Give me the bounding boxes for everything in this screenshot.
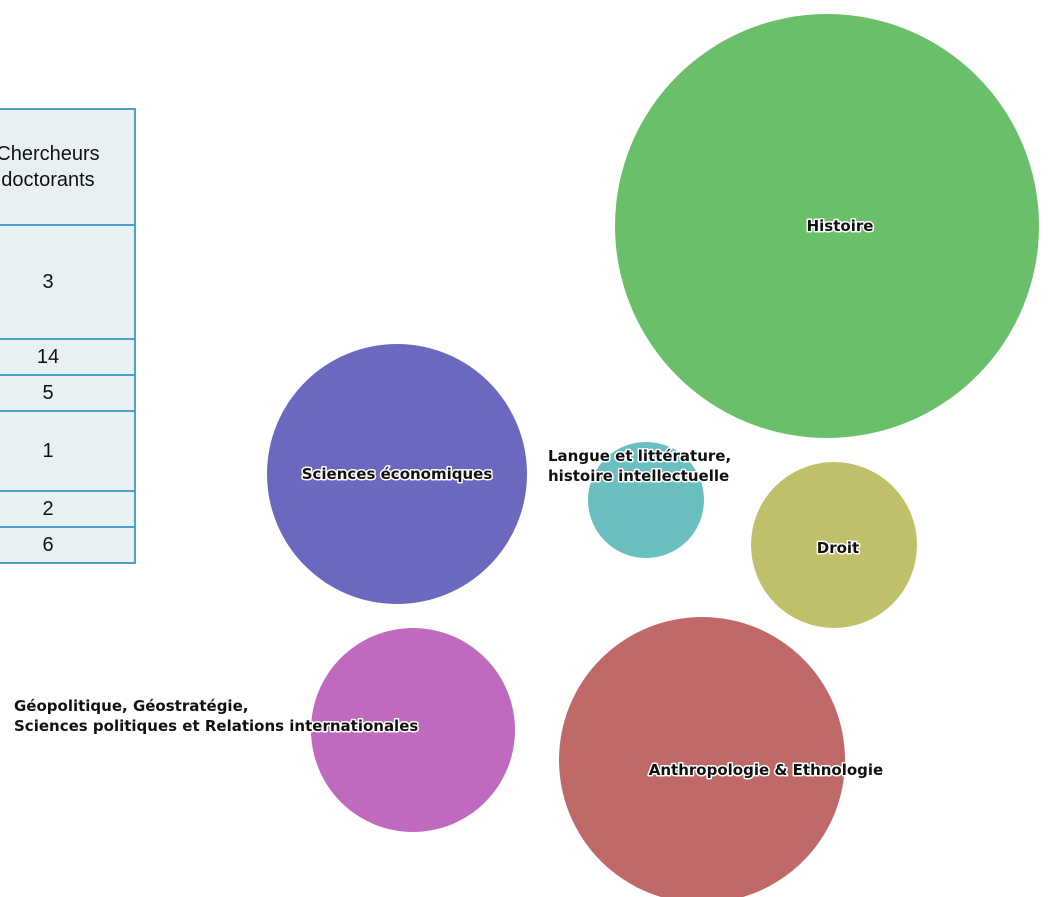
table-row: 3 — [0, 224, 136, 340]
bubble-droit — [751, 462, 917, 628]
table-cell: 5 — [0, 374, 136, 412]
bubble-label: Langue et littérature, — [548, 447, 731, 465]
bubble-anthropologie-ethnologie — [559, 617, 845, 897]
bubble-label: histoire intellectuelle — [548, 467, 729, 485]
table-cell: 3 — [0, 224, 136, 340]
header-line-2: doctorants — [1, 169, 95, 191]
data-table: Chercheurs doctorants 3 14 5 1 2 6 — [0, 108, 136, 564]
table-header-row: Chercheurs doctorants — [0, 108, 136, 226]
bubble-histoire — [615, 14, 1039, 438]
table-header-cell: Chercheurs doctorants — [0, 108, 136, 226]
table-row: 6 — [0, 526, 136, 564]
bubble-label: Géopolitique, Géostratégie, — [14, 697, 248, 715]
bubble-label: Sciences politiques et Relations interna… — [14, 717, 418, 735]
bubble-sciences-economiques — [267, 344, 527, 604]
bubble-langue-et-litterature — [588, 442, 704, 558]
table-cell: 1 — [0, 410, 136, 492]
bubble-label: Histoire — [807, 217, 874, 235]
table-row: 14 — [0, 338, 136, 376]
bubble-label: Droit — [817, 539, 859, 557]
table-row: 2 — [0, 490, 136, 528]
table-row: 5 — [0, 374, 136, 412]
bubble-label: Anthropologie & Ethnologie — [649, 761, 884, 779]
table-cell: 14 — [0, 338, 136, 376]
table-cell: 2 — [0, 490, 136, 528]
bubble-geopolitique-geostrategie — [311, 628, 515, 832]
bubble-label: Sciences économiques — [302, 465, 493, 483]
table-row: 1 — [0, 410, 136, 492]
table-cell: 6 — [0, 526, 136, 564]
header-line-1: Chercheurs — [0, 143, 100, 165]
